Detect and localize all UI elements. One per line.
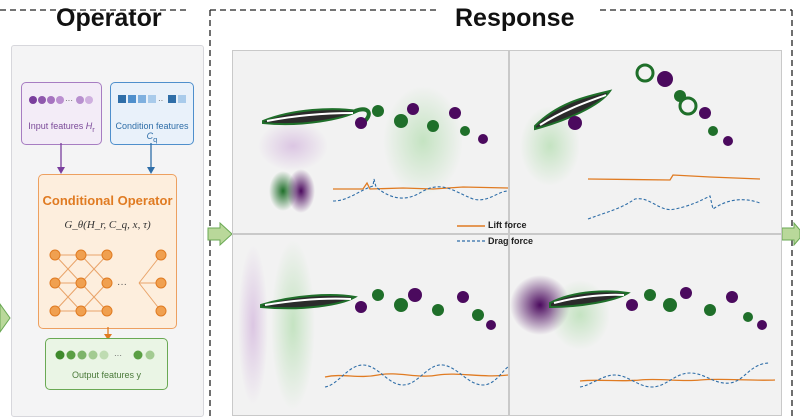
lift-curve-br: [579, 378, 776, 382]
operator-name: Conditional Operator: [42, 193, 173, 208]
drag-curve-br: [579, 362, 771, 388]
input-feature-dots: ···: [29, 96, 93, 105]
drag-curve-bl: [324, 364, 508, 388]
condition-symbol: C: [146, 131, 154, 141]
input-features-box: ··· Input features Hr: [21, 82, 102, 145]
input-symbol: H: [85, 121, 93, 131]
legend-swatches: [457, 225, 485, 242]
output-features-label: Output features y: [71, 370, 142, 380]
condition-feature-squares: ··: [118, 95, 186, 105]
operator-panel: ··· Input features Hr ·· Condition featu…: [11, 45, 204, 417]
lift-curve-bl: [324, 373, 508, 378]
conditional-operator-box: Conditional Operator G_θ(H_r, C_q, x, τ): [38, 174, 177, 329]
input-features-label: Input features Hr: [22, 121, 101, 134]
legend-lift-label: Lift force: [488, 220, 527, 230]
condition-features-label: Condition features Cq: [111, 121, 193, 144]
left-arrow-stub: [0, 303, 11, 333]
operator-input-arrows: [57, 143, 155, 174]
response-title: Response: [455, 4, 575, 32]
outer-dashed-frame: [0, 9, 793, 418]
svg-text:···: ···: [114, 351, 122, 360]
condition-features-box: ·· Condition features Cq: [110, 82, 194, 145]
svg-text:···: ···: [65, 96, 73, 105]
svg-text:··: ··: [158, 96, 163, 105]
flow-panel-top-left: [232, 50, 509, 234]
flow-panel-top-right: [509, 50, 782, 234]
condition-label-text: Condition features: [115, 121, 189, 131]
operator-to-response-arrow: [207, 222, 233, 246]
condition-subscript: q: [153, 134, 158, 144]
output-feature-dots: ···: [55, 350, 155, 360]
lift-curve-tl: [333, 181, 508, 190]
flow-panel-bottom-left: [232, 234, 509, 416]
right-arrow-stub: [781, 222, 800, 246]
operator-title: Operator: [56, 4, 162, 32]
operator-formula: G_θ(H_r, C_q, x, τ): [64, 219, 151, 231]
output-features-box: ··· Output features y: [45, 338, 168, 390]
svg-text:···: ···: [117, 279, 127, 290]
lift-curve-tr: [587, 174, 761, 181]
drag-curve-tr: [587, 195, 761, 220]
operator-output-arrow: [104, 327, 112, 340]
flow-panel-bottom-right: [509, 234, 782, 416]
drag-curve-tl: [332, 178, 508, 202]
legend-drag-label: Drag force: [488, 236, 534, 246]
input-subscript: r: [92, 124, 95, 134]
network-diagram: ···: [49, 249, 167, 317]
input-label-text: Input features: [28, 121, 84, 131]
